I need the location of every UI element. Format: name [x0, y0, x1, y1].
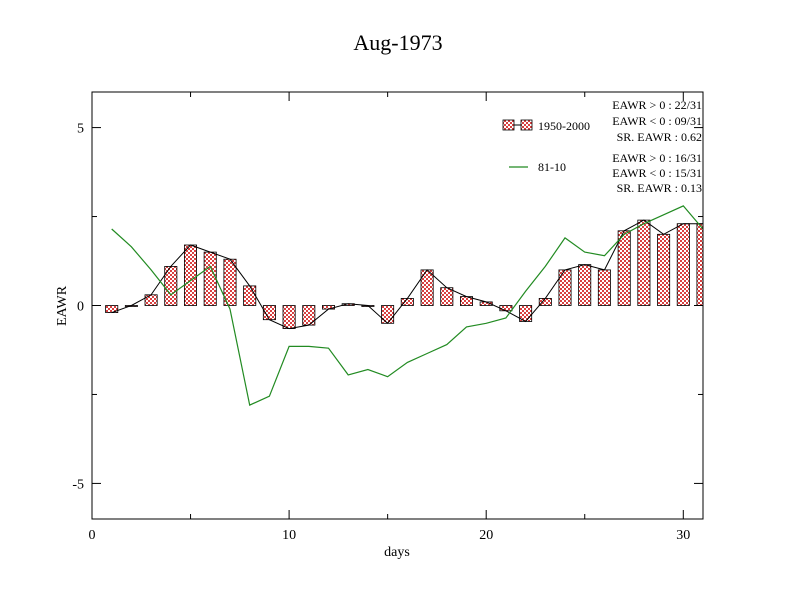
bar-1950-2000	[440, 287, 454, 306]
bar-1950-2000	[597, 269, 611, 306]
legend-stat-1950-positive: EAWR > 0 : 22/31	[612, 98, 702, 112]
legend-label-1950-2000: 1950-2000	[538, 119, 590, 133]
series-line-81-10	[111, 205, 704, 406]
y-axis-label: EAWR	[55, 285, 70, 326]
legend-stat-8110-negative: EAWR < 0 : 15/31	[612, 166, 702, 180]
bar-1950-2000	[617, 230, 631, 306]
bar-1950-2000	[183, 244, 197, 306]
chart-title: Aug-1973	[353, 30, 442, 55]
x-tick-label: 0	[89, 528, 96, 543]
legend-stat-1950-negative: EAWR < 0 : 09/31	[612, 114, 702, 128]
x-axis-label: days	[384, 545, 410, 560]
legend-stat-8110-positive: EAWR > 0 : 16/31	[612, 151, 702, 165]
bar-1950-2000	[538, 297, 552, 306]
bar-1950-2000	[657, 233, 671, 306]
bar-1950-2000	[243, 285, 257, 306]
legend-stat-1950-sr: SR. EAWR : 0.62	[617, 130, 702, 144]
legend-swatch-1950-2000-right	[520, 119, 533, 131]
series-line-1950-2000	[111, 219, 703, 330]
bar-1950-2000	[203, 251, 217, 306]
x-tick-label: 30	[676, 528, 690, 543]
bar-1950-2000	[578, 264, 592, 306]
legend: 1950-2000 81-10 EAWR > 0 : 22/31 EAWR < …	[502, 98, 702, 195]
bar-1950-2000	[381, 305, 395, 324]
legend-swatch-1950-2000-left	[502, 119, 515, 131]
bar-1950-2000	[499, 305, 513, 312]
bar-1950-2000	[144, 294, 158, 306]
legend-label-81-10: 81-10	[538, 160, 566, 174]
y-tick-label: 0	[77, 300, 84, 315]
legend-stat-8110-sr: SR. EAWR : 0.13	[617, 181, 702, 195]
x-tick-label: 20	[479, 528, 493, 543]
bar-1950-2000	[321, 305, 335, 310]
y-tick-label: 5	[77, 122, 84, 137]
bar-1950-2000	[282, 305, 296, 330]
bar-1950-2000	[676, 223, 690, 306]
x-tick-label: 10	[282, 528, 296, 543]
bar-1950-2000	[637, 219, 651, 306]
bar-1950-2000	[696, 223, 704, 306]
y-tick-label: -5	[72, 477, 84, 492]
